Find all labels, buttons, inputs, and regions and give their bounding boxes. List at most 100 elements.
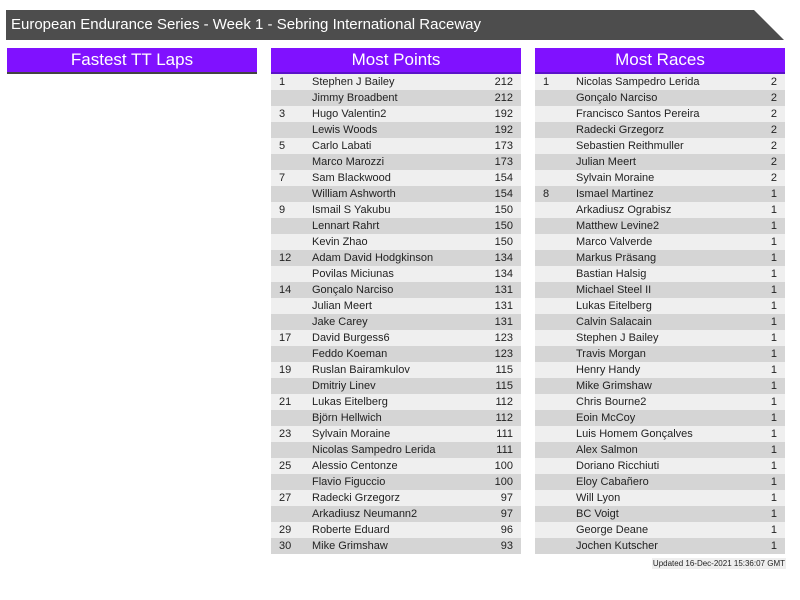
driver-name: Hugo Valentin2 [312,108,387,120]
driver-name: Lennart Rahrt [312,220,380,232]
value: 150 [494,220,513,232]
driver-name: Feddo Koeman [312,348,388,360]
driver-name: Sam Blackwood [312,172,391,184]
table-row: Henry Handy 1 [535,362,785,378]
value: 112 [495,412,513,424]
table-row: Luis Homem Gonçalves 1 [535,426,785,442]
driver-name: Sebastien Reithmuller [576,140,684,152]
driver-name: Björn Hellwich [312,412,382,424]
value: 115 [495,364,513,376]
table-row: Marco Marozzi 173 [271,154,521,170]
most-points-table: 1 Stephen J Bailey 212 Jimmy Broadbent 212 3 H… [271,74,521,554]
table-row: Jake Carey 131 [271,314,521,330]
table-row: Bastian Halsig 1 [535,266,785,282]
rank: 29 [279,524,292,536]
value: 1 [770,380,777,392]
value: 2 [770,156,777,168]
driver-name: Mike Grimshaw [576,380,652,392]
value: 1 [770,204,777,216]
rank: 27 [279,492,292,504]
table-row: 21 Lukas Eitelberg 112 [271,394,521,410]
rank: 9 [279,204,286,216]
driver-name: BC Voigt [576,508,619,520]
value: 1 [770,268,777,280]
driver-name: Carlo Labati [312,140,372,152]
driver-name: Bastian Halsig [576,268,647,280]
value: 2 [770,124,777,136]
driver-name: Michael Steel II [576,284,652,296]
driver-name: Lewis Woods [312,124,378,136]
driver-name: Doriano Ricchiuti [576,460,660,472]
value: 131 [494,300,513,312]
rank: 12 [279,252,292,264]
driver-name: Sylvain Moraine [312,428,391,440]
driver-name: Flavio Figuccio [312,476,386,488]
table-row: 30 Mike Grimshaw 93 [271,538,521,554]
rank: 1 [543,76,550,88]
value: 1 [770,460,777,472]
value: 1 [770,492,777,504]
value: 100 [494,476,513,488]
table-row: 7 Sam Blackwood 154 [271,170,521,186]
table-row: 9 Ismail S Yakubu 150 [271,202,521,218]
value: 1 [770,444,777,456]
value: 1 [770,252,777,264]
driver-name: Sylvain Moraine [576,172,655,184]
table-row: Feddo Koeman 123 [271,346,521,362]
table-row: Will Lyon 1 [535,490,785,506]
rank: 21 [279,396,292,408]
driver-name: Chris Bourne2 [576,396,647,408]
table-row: Jochen Kutscher 1 [535,538,785,554]
value: 97 [500,492,513,504]
value: 131 [494,284,513,296]
value: 2 [770,92,777,104]
driver-name: Julian Meert [576,156,636,168]
most-races-panel: Most Races 1 Nicolas Sampedro Lerida 2 Gonç… [535,48,785,554]
driver-name: Markus Präsang [576,252,657,264]
table-row: 29 Roberte Eduard 96 [271,522,521,538]
driver-name: Ismail S Yakubu [312,204,391,216]
driver-name: William Ashworth [312,188,396,200]
updated-timestamp: Updated 16-Dec-2021 15:36:07 GMT [651,558,786,569]
value: 111 [496,428,513,440]
panel-header: Most Races [535,48,785,74]
table-row: 1 Nicolas Sampedro Lerida 2 [535,74,785,90]
table-row: Arkadiusz Ograbisz 1 [535,202,785,218]
value: 131 [494,316,513,328]
driver-name: Matthew Levine2 [576,220,660,232]
driver-name: Lukas Eitelberg [312,396,388,408]
table-row: BC Voigt 1 [535,506,785,522]
rank: 14 [279,284,292,296]
table-row: 3 Hugo Valentin2 192 [271,106,521,122]
table-row: Sylvain Moraine 2 [535,170,785,186]
table-row: Lewis Woods 192 [271,122,521,138]
value: 1 [770,524,777,536]
table-row: Sebastien Reithmuller 2 [535,138,785,154]
fastest-tt-laps-panel: Fastest TT Laps [7,48,257,74]
driver-name: Alex Salmon [576,444,638,456]
driver-name: Marco Marozzi [312,156,385,168]
value: 123 [494,332,513,344]
value: 1 [770,412,777,424]
panel-header: Most Points [271,48,521,74]
table-row: 27 Radecki Grzegorz 97 [271,490,521,506]
value: 1 [770,284,777,296]
driver-name: Nicolas Sampedro Lerida [576,76,700,88]
driver-name: Jimmy Broadbent [312,92,398,104]
table-row: 5 Carlo Labati 173 [271,138,521,154]
driver-name: Mike Grimshaw [312,540,388,552]
most-races-table: 1 Nicolas Sampedro Lerida 2 Gonçalo Narciso… [535,74,785,554]
driver-name: Stephen J Bailey [576,332,659,344]
table-row: Arkadiusz Neumann2 97 [271,506,521,522]
driver-name: Roberte Eduard [312,524,390,536]
value: 1 [770,348,777,360]
driver-name: Luis Homem Gonçalves [576,428,693,440]
table-row: Mike Grimshaw 1 [535,378,785,394]
table-row: 19 Ruslan Bairamkulov 115 [271,362,521,378]
rank: 17 [279,332,292,344]
table-row: Francisco Santos Pereira 2 [535,106,785,122]
table-row: 12 Adam David Hodgkinson 134 [271,250,521,266]
table-row: 23 Sylvain Moraine 111 [271,426,521,442]
page-title: European Endurance Series - Week 1 - Seb… [6,10,784,40]
rank: 23 [279,428,292,440]
